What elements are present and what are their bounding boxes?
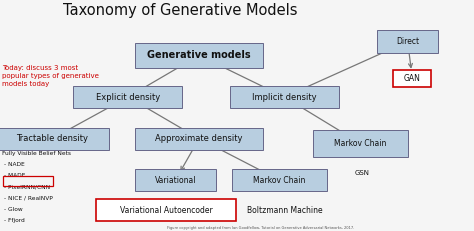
Text: Markov Chain: Markov Chain	[254, 176, 306, 185]
Text: Markov Chain: Markov Chain	[334, 139, 386, 148]
Text: Direct: Direct	[396, 37, 419, 46]
Text: - Ffjord: - Ffjord	[4, 218, 25, 223]
FancyBboxPatch shape	[377, 30, 438, 53]
Text: GAN: GAN	[404, 74, 421, 83]
Text: Boltzmann Machine: Boltzmann Machine	[246, 206, 322, 215]
FancyBboxPatch shape	[230, 86, 339, 108]
FancyBboxPatch shape	[313, 130, 408, 157]
FancyBboxPatch shape	[0, 128, 109, 150]
Text: - NADE: - NADE	[4, 162, 25, 167]
Text: Implicit density: Implicit density	[252, 93, 317, 101]
Text: Approximate density: Approximate density	[155, 134, 243, 143]
FancyBboxPatch shape	[232, 169, 327, 191]
FancyBboxPatch shape	[393, 70, 431, 87]
Text: Generative models: Generative models	[147, 50, 251, 61]
Text: Variational: Variational	[155, 176, 196, 185]
FancyBboxPatch shape	[73, 86, 182, 108]
Text: Tractable density: Tractable density	[16, 134, 88, 143]
Text: Variational Autoencoder: Variational Autoencoder	[119, 206, 212, 215]
Text: - NICE / RealNVP: - NICE / RealNVP	[4, 196, 53, 201]
Text: GSN: GSN	[355, 170, 370, 176]
FancyBboxPatch shape	[135, 169, 216, 191]
Text: - PixelRNN/CNN: - PixelRNN/CNN	[4, 185, 50, 190]
Text: Fully Visible Belief Nets: Fully Visible Belief Nets	[2, 151, 72, 156]
Text: Explicit density: Explicit density	[96, 93, 160, 101]
Text: Today: discuss 3 most
popular types of generative
models today: Today: discuss 3 most popular types of g…	[2, 65, 99, 87]
FancyBboxPatch shape	[96, 199, 236, 221]
Text: Figure copyright and adapted from Ian Goodfellow, Tutorial on Generative Adversa: Figure copyright and adapted from Ian Go…	[167, 226, 355, 230]
Text: Taxonomy of Generative Models: Taxonomy of Generative Models	[63, 3, 297, 18]
FancyBboxPatch shape	[135, 128, 263, 150]
FancyBboxPatch shape	[135, 43, 263, 68]
Text: - MADE: - MADE	[4, 173, 25, 179]
Text: - Glow: - Glow	[4, 207, 22, 212]
